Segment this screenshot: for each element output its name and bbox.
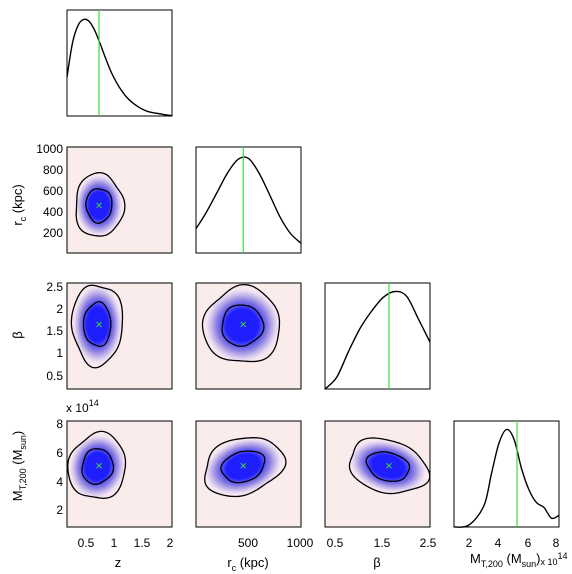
panel-frame	[195, 420, 302, 528]
contour-95	[75, 172, 126, 237]
y-axis-label-mass: MT,200 (Msun)	[10, 431, 28, 502]
tick-label: 600	[43, 184, 63, 198]
tick-label: 6	[56, 446, 63, 460]
contour-95	[348, 437, 430, 495]
panel-3-3	[453, 420, 560, 528]
tick-label: 0.5	[46, 369, 63, 383]
panel-frame	[324, 420, 431, 528]
true-value-marker	[386, 462, 392, 469]
panel-3-2	[324, 420, 431, 528]
panel-frame	[195, 282, 302, 390]
contour-68	[365, 451, 411, 482]
panel-0-0	[66, 9, 173, 117]
density-fill	[199, 434, 287, 499]
true-value-marker	[96, 462, 102, 469]
panel-2-2	[324, 282, 431, 390]
contour-68	[85, 188, 113, 224]
contour-68	[220, 450, 266, 484]
panel-3-1	[195, 420, 302, 528]
tick-label: 1000	[287, 536, 314, 550]
tick-label: 1.5	[134, 536, 151, 550]
y-axis-label-beta: β	[10, 331, 25, 338]
tick-label: 800	[43, 163, 63, 177]
tick-label: 200	[43, 226, 63, 240]
contour-95	[201, 283, 281, 363]
true-value-marker	[96, 202, 102, 209]
tick-label: 4	[495, 536, 502, 550]
panel-frame	[453, 420, 560, 528]
posterior-curve	[195, 156, 302, 244]
tick-label: 6	[525, 536, 532, 550]
contour-68	[82, 301, 112, 348]
panel-1-1	[195, 146, 302, 254]
panel-frame	[66, 146, 173, 254]
tick-label: 1.5	[374, 536, 391, 550]
x-axis-label-mass: MT,200 (Msun)x 1014	[470, 551, 568, 569]
tick-label: 2	[56, 503, 63, 517]
panel-frame	[66, 282, 173, 390]
tick-label: 4	[56, 475, 63, 489]
posterior-curve	[66, 18, 173, 117]
tick-label: 2	[56, 302, 63, 316]
panel-2-1	[195, 282, 302, 390]
tick-label: 0.5	[327, 536, 344, 550]
panel-3-0	[66, 420, 173, 528]
contour-95	[67, 430, 127, 499]
x-axis-label-z: z	[115, 555, 122, 570]
tick-label: 400	[43, 205, 63, 219]
tick-label: 8	[56, 417, 63, 431]
panel-frame	[195, 146, 302, 254]
tick-label: 0.5	[78, 536, 95, 550]
tick-label: 2	[167, 536, 174, 550]
tick-label: 500	[238, 536, 258, 550]
posterior-curve	[453, 428, 560, 528]
contour-95	[204, 437, 287, 498]
density-fill	[67, 430, 129, 503]
true-value-marker	[240, 321, 247, 328]
scale-factor-label: x 1014	[66, 398, 99, 415]
tick-label: 2.5	[46, 280, 63, 294]
panel-frame	[66, 420, 173, 528]
tick-label: 2	[466, 536, 473, 550]
true-value-marker	[240, 462, 247, 469]
panel-frame	[324, 282, 431, 390]
x-axis-label-beta: β	[373, 555, 380, 570]
contour-68	[221, 304, 265, 347]
true-value-marker	[96, 321, 102, 328]
x-axis-label-rc: rc (kpc)	[227, 555, 268, 573]
tick-label: 1000	[36, 142, 63, 156]
panel-frame	[66, 9, 173, 117]
posterior-curve	[324, 290, 431, 390]
tick-label: 8	[553, 536, 560, 550]
tick-label: 1	[56, 346, 63, 360]
tick-label: 1.5	[46, 324, 63, 338]
tick-label: 2.5	[420, 536, 437, 550]
panel-1-0	[66, 146, 173, 254]
contour-95	[70, 284, 124, 369]
tick-label: 1	[111, 536, 118, 550]
panel-2-0	[66, 282, 173, 390]
contour-68	[81, 448, 115, 485]
y-axis-label-rc: rc (kpc)	[10, 184, 28, 225]
